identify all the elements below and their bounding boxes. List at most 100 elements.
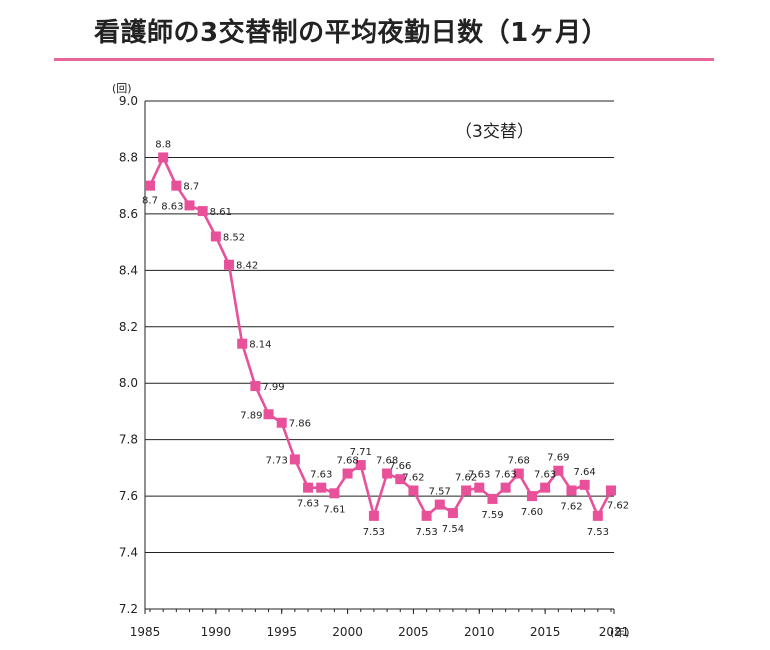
- data-point: [368, 510, 379, 521]
- data-point: [276, 417, 287, 428]
- data-label: 7.71: [350, 447, 372, 458]
- series: [145, 152, 616, 521]
- data-point: [408, 485, 419, 496]
- data-label: 7.63: [297, 499, 319, 510]
- data-label: 7.54: [442, 524, 464, 535]
- data-label: 7.69: [547, 453, 569, 464]
- data-label: 7.89: [240, 410, 262, 421]
- data-label: 7.68: [376, 456, 398, 467]
- data-point: [158, 152, 169, 163]
- data-point: [145, 180, 155, 191]
- data-label: 8.8: [155, 139, 171, 150]
- data-label: 7.53: [587, 527, 609, 538]
- data-point: [606, 485, 616, 496]
- x-tick-label: 1990: [201, 625, 232, 639]
- data-point: [329, 488, 340, 499]
- data-point: [540, 482, 551, 493]
- data-point: [474, 482, 485, 493]
- x-tick-label: 2010: [464, 625, 495, 639]
- data-point: [342, 468, 353, 479]
- y-tick-label: 7.6: [119, 489, 138, 503]
- data-label: 8.61: [210, 207, 232, 218]
- y-tick-label: 8.4: [119, 263, 138, 277]
- data-point: [197, 206, 208, 217]
- data-point: [289, 454, 300, 465]
- data-point: [434, 499, 445, 510]
- data-label: 7.60: [521, 507, 543, 518]
- data-point: [184, 200, 195, 211]
- data-point: [210, 231, 221, 242]
- data-point: [487, 493, 498, 504]
- data-label: 7.57: [429, 487, 451, 498]
- y-tick-label: 7.8: [119, 433, 138, 447]
- page-title: 看護師の3交替制の平均夜勤日数（1ヶ月）: [94, 18, 609, 48]
- data-point: [553, 465, 564, 476]
- data-label: 7.62: [402, 472, 424, 483]
- data-point: [395, 474, 406, 485]
- data-labels: 8.7 8.8 8.78.63 8.61 8.52 8.42 8.14 7.99 7.89 7.8…: [142, 139, 629, 537]
- data-point: [592, 510, 603, 521]
- data-point: [250, 381, 261, 392]
- data-point: [513, 468, 524, 479]
- data-label: 7.66: [389, 461, 411, 472]
- data-point: [171, 180, 182, 191]
- data-point: [355, 460, 366, 471]
- data-label: 7.59: [481, 510, 503, 521]
- title-underline: [54, 58, 714, 61]
- data-point: [237, 338, 248, 349]
- data-label: 7.63: [534, 470, 556, 481]
- data-label: 7.62: [607, 500, 629, 511]
- x-tick-label: 1985: [130, 625, 161, 639]
- data-label: 8.52: [223, 232, 245, 243]
- y-tick-label: 9.0: [119, 94, 138, 108]
- data-label: 7.99: [262, 382, 284, 393]
- data-label: 7.53: [363, 527, 385, 538]
- data-label: 8.7: [183, 182, 199, 193]
- data-label: 7.61: [323, 504, 345, 515]
- data-label: 7.64: [574, 467, 596, 478]
- data-point: [461, 485, 472, 496]
- data-label: 8.14: [249, 340, 271, 351]
- data-label: 7.68: [336, 456, 358, 467]
- y-tick-label: 8.0: [119, 376, 138, 390]
- x-tick-label: 2000: [332, 625, 363, 639]
- data-label: 7.68: [508, 456, 530, 467]
- data-point: [447, 508, 458, 519]
- y-tick-label: 7.2: [119, 602, 138, 616]
- x-tick-label: 2021: [599, 625, 630, 639]
- data-point: [382, 468, 393, 479]
- data-label: 8.63: [161, 201, 183, 212]
- data-label: 7.73: [266, 455, 288, 466]
- x-tick-label: 2005: [398, 625, 429, 639]
- x-axis-unit: (年): [610, 625, 630, 639]
- data-point: [263, 409, 274, 420]
- data-point: [526, 491, 537, 502]
- y-tick-label: 8.2: [119, 320, 138, 334]
- data-label: 7.63: [468, 470, 490, 481]
- x-tick-label: 1995: [266, 625, 297, 639]
- x-tick-label: 2015: [530, 625, 561, 639]
- data-label: 8.7: [142, 196, 158, 207]
- data-point: [421, 510, 432, 521]
- data-point: [500, 482, 511, 493]
- data-label: 7.62: [455, 472, 477, 483]
- data-point: [224, 259, 235, 270]
- data-label: 7.62: [560, 501, 582, 512]
- data-point: [303, 482, 314, 493]
- y-tick-label: 8.8: [119, 150, 138, 164]
- data-label: 8.42: [236, 261, 258, 272]
- y-tick-label: 8.6: [119, 207, 138, 221]
- data-label: 7.63: [494, 470, 516, 481]
- y-tick-label: 7.4: [119, 546, 138, 560]
- grid: [145, 156, 614, 554]
- data-point: [316, 482, 327, 493]
- data-label: 7.53: [415, 527, 437, 538]
- chart-annotation: （3交替）: [455, 122, 534, 142]
- axes: 9.0 8.8 8.6 8.4 8.2 8.0 7.8 7.6 7.4 7.2 1985 1990 19…: [119, 94, 629, 639]
- data-point: [566, 485, 577, 496]
- data-point: [579, 479, 590, 490]
- data-label: 7.63: [310, 470, 332, 481]
- y-axis-unit: (回): [112, 82, 132, 95]
- data-label: 7.86: [289, 419, 311, 430]
